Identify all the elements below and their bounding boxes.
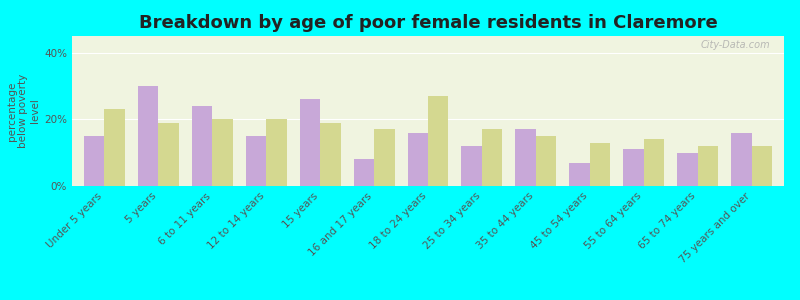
Title: Breakdown by age of poor female residents in Claremore: Breakdown by age of poor female resident… [138, 14, 718, 32]
Bar [374, 129, 394, 186]
Bar [462, 146, 482, 186]
Bar [246, 136, 266, 186]
Text: City-Data.com: City-Data.com [700, 40, 770, 50]
Bar [536, 136, 556, 186]
Bar [320, 123, 341, 186]
Bar [677, 153, 698, 186]
Bar [192, 106, 212, 186]
Bar [266, 119, 286, 186]
Bar [84, 136, 104, 186]
Bar [482, 129, 502, 186]
Bar [644, 139, 664, 186]
Bar [300, 99, 320, 186]
Bar [623, 149, 644, 186]
Bar [590, 143, 610, 186]
Bar [407, 133, 428, 186]
Bar [731, 133, 752, 186]
Bar [698, 146, 718, 186]
Bar [570, 163, 590, 186]
Bar [212, 119, 233, 186]
Bar [752, 146, 772, 186]
Y-axis label: percentage
below poverty
level: percentage below poverty level [6, 74, 40, 148]
Bar [104, 109, 125, 186]
Bar [158, 123, 179, 186]
Bar [515, 129, 536, 186]
Bar [428, 96, 449, 186]
Bar [354, 159, 374, 186]
Bar [138, 86, 158, 186]
